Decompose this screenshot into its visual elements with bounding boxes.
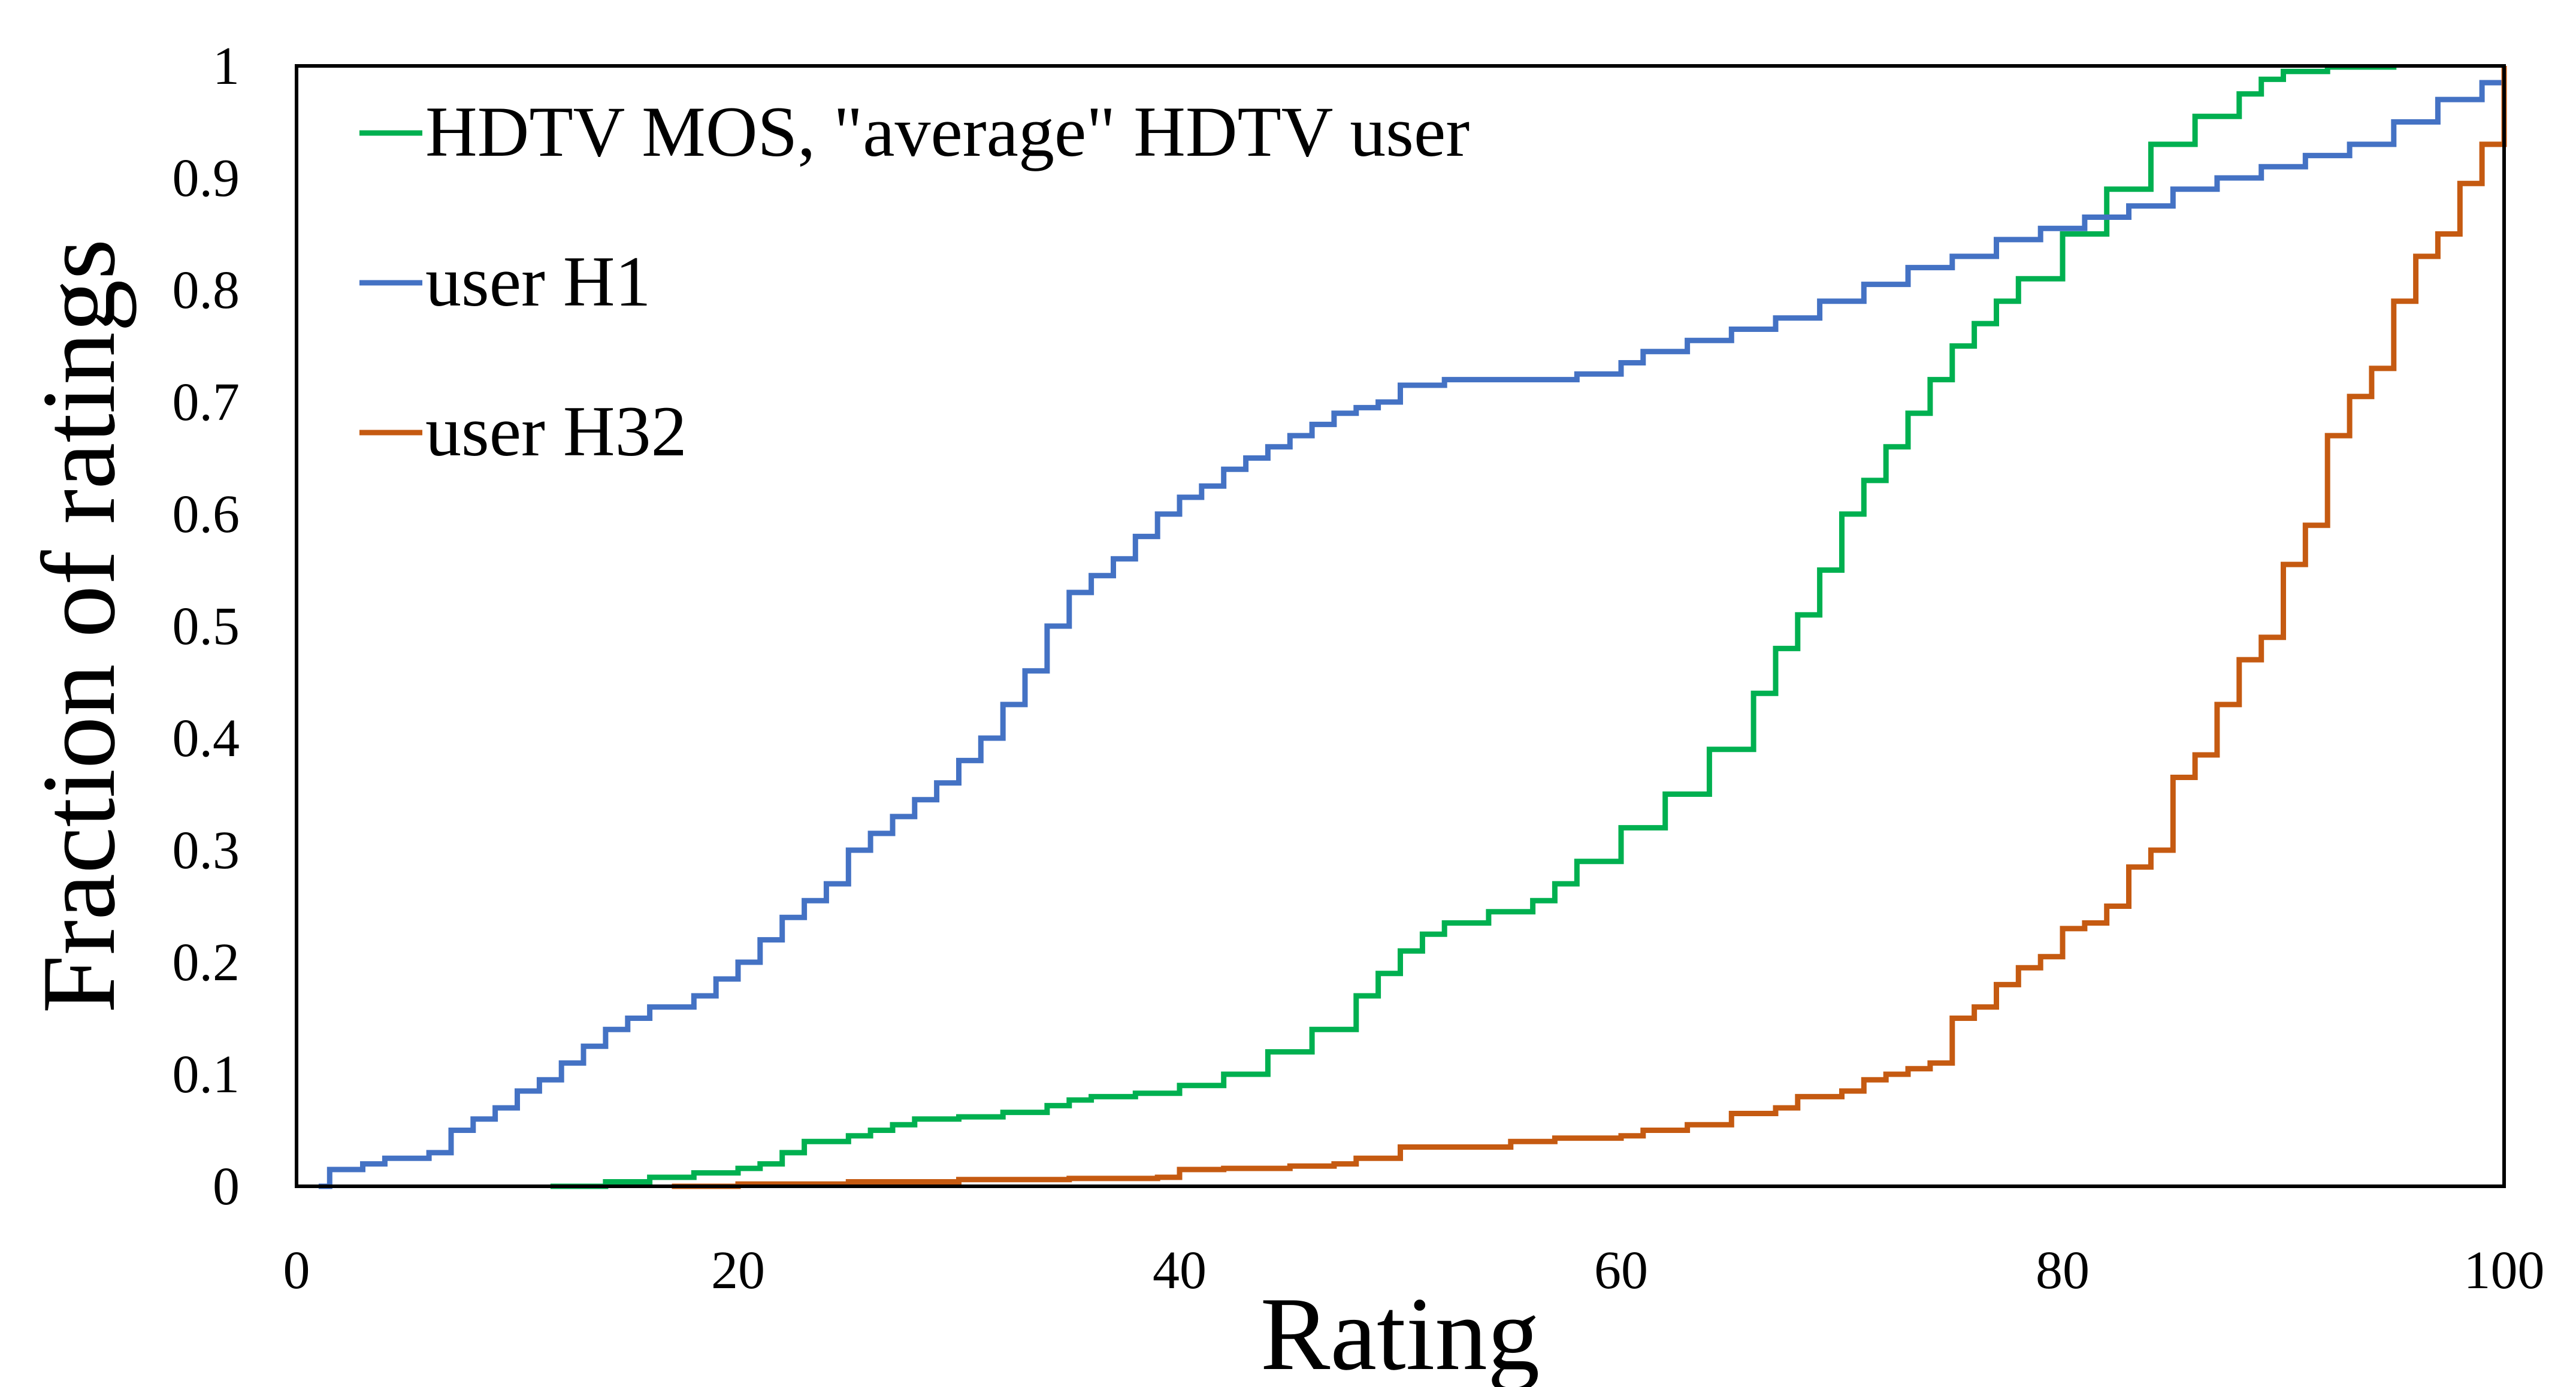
y-tick-label: 0 (213, 1157, 240, 1216)
x-tick-label: 0 (283, 1241, 310, 1300)
y-axis-title: Fraction of ratings (20, 239, 137, 1014)
y-tick-label: 0.1 (173, 1045, 240, 1104)
series-line-3 (672, 66, 2507, 1189)
x-tick-label: 60 (1594, 1241, 1648, 1300)
y-tick-label: 1 (213, 37, 240, 96)
legend-label: user H32 (425, 391, 687, 471)
y-tick-label: 0.6 (173, 485, 240, 544)
x-axis-title: Rating (1260, 1276, 1540, 1387)
x-tick-label: 100 (2464, 1241, 2545, 1300)
y-tick-label: 0.4 (173, 709, 240, 768)
series-layer (318, 64, 2507, 1189)
y-axis-ticks: 0 0.1 0.2 0.3 0.4 0.5 0.6 0.7 0.8 0.9 1 (173, 37, 240, 1216)
y-tick-label: 0.5 (173, 597, 240, 656)
legend: HDTV MOS, "average" HDTV user user H1 user… (359, 92, 1470, 471)
x-axis-ticks: 0 20 40 60 80 100 (283, 1241, 2545, 1300)
y-tick-label: 0.7 (173, 373, 240, 432)
y-tick-label: 0.2 (173, 933, 240, 992)
y-tick-label: 0.8 (173, 261, 240, 320)
legend-label: HDTV MOS, "average" HDTV user (425, 92, 1470, 171)
y-tick-label: 0.3 (173, 821, 240, 880)
legend-label: user H1 (425, 241, 651, 321)
x-tick-label: 80 (2036, 1241, 2090, 1300)
series-line-2 (318, 71, 2507, 1189)
y-tick-label: 0.9 (173, 149, 240, 208)
x-tick-label: 40 (1153, 1241, 1207, 1300)
x-tick-label: 20 (711, 1241, 765, 1300)
series-line-1 (550, 64, 2397, 1189)
plot-area-frame (295, 64, 2506, 1188)
